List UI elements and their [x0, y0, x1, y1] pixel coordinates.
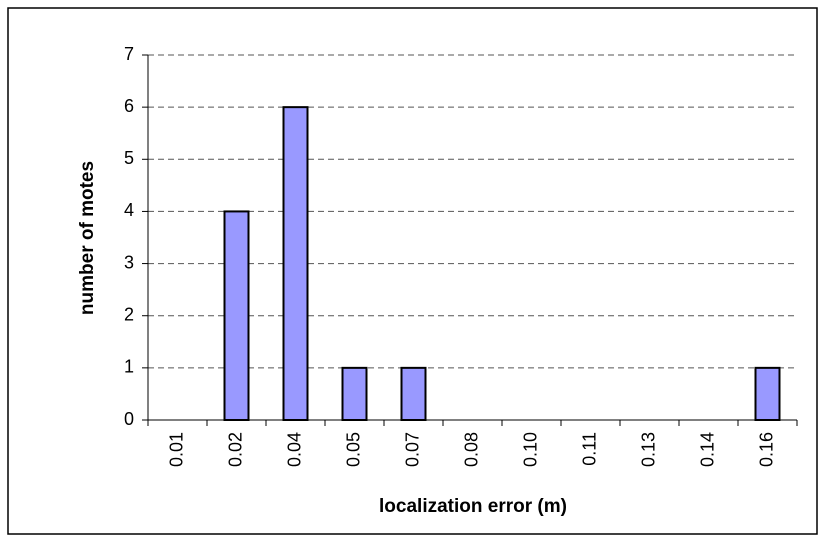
- y-tick-label: 7: [124, 44, 134, 64]
- bar: [282, 106, 309, 422]
- x-tick-label: 0.01: [166, 432, 186, 467]
- x-tick-label: 0.11: [579, 432, 599, 466]
- y-tick-label: 5: [124, 148, 134, 168]
- y-tick-label: 2: [124, 304, 134, 324]
- x-tick-label: 0.08: [461, 432, 481, 467]
- frame: [7, 7, 818, 535]
- x-tick-label: 0.05: [343, 432, 363, 467]
- y-tick-label: 4: [124, 200, 134, 220]
- x-tick-label: 0.13: [638, 432, 658, 467]
- bar: [341, 366, 368, 422]
- bar: [754, 366, 781, 422]
- x-tick-label: 0.16: [756, 432, 776, 467]
- x-axis-title: localization error (m): [379, 496, 567, 517]
- bar: [223, 210, 250, 421]
- y-tick-label: 0: [124, 409, 134, 429]
- y-tick-label: 1: [124, 357, 134, 377]
- bar: [400, 366, 427, 422]
- x-tick-label: 0.04: [284, 432, 304, 467]
- y-tick-label: 3: [124, 252, 134, 272]
- x-tick-label: 0.07: [402, 432, 422, 467]
- x-tick-label: 0.02: [225, 432, 245, 467]
- x-tick-label: 0.14: [697, 432, 717, 467]
- y-tick-label: 6: [124, 96, 134, 116]
- y-axis-title: number of motes: [77, 161, 98, 315]
- x-tick-label: 0.10: [520, 432, 540, 467]
